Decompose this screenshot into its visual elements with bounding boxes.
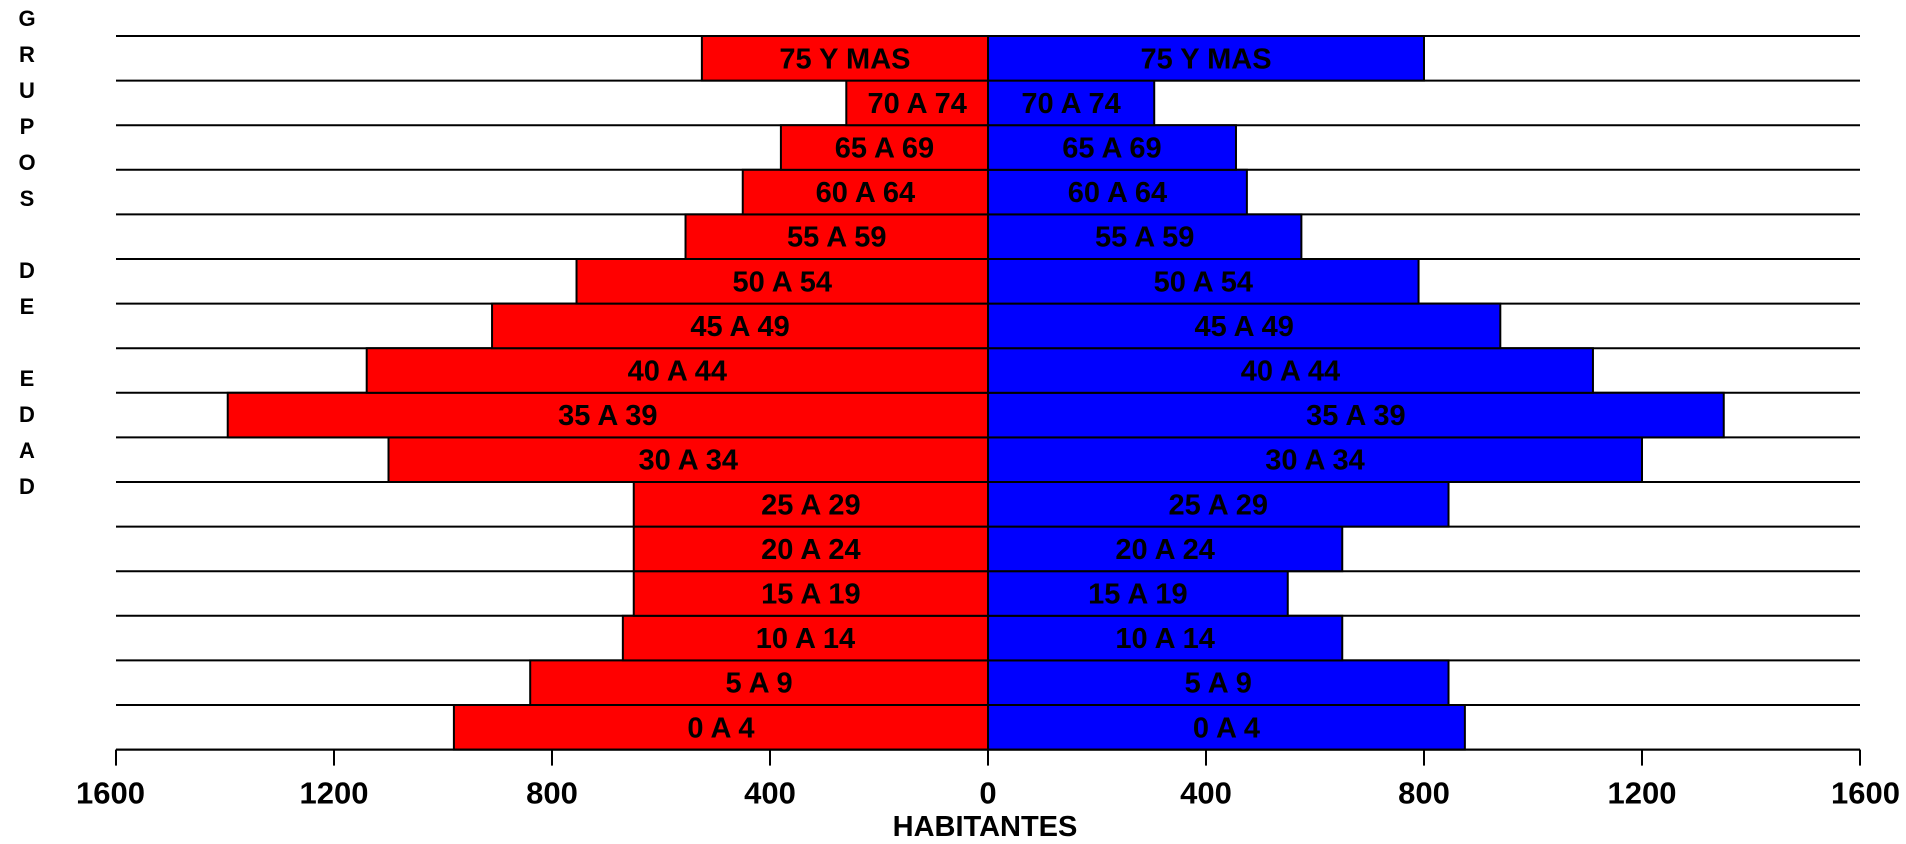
y-axis-title-letter: D	[19, 474, 35, 499]
bar-right	[987, 525, 1344, 573]
bar-label-right: 70 A 74	[1021, 88, 1120, 120]
bar-label-left: 45 A 49	[690, 311, 789, 343]
x-tick-label: 1200	[300, 776, 369, 811]
bar-right	[987, 347, 1594, 394]
bar-left	[491, 302, 989, 350]
bar-left	[741, 168, 989, 216]
y-axis-title-letter: D	[19, 402, 35, 427]
bar-label-right: 25 A 29	[1169, 489, 1268, 521]
bar-label-left: 30 A 34	[639, 445, 738, 477]
bar-label-left: 0 A 4	[687, 712, 754, 744]
bar-label-left: 55 A 59	[787, 222, 886, 254]
bar-label-right: 20 A 24	[1115, 534, 1214, 566]
x-axis: 1600 1200 800 400 0 400 800 1200 1600	[76, 748, 1900, 811]
bar-right	[987, 481, 1450, 528]
bar-label-left: 5 A 9	[726, 668, 793, 700]
bar-left	[365, 347, 989, 394]
bar-left	[226, 391, 990, 439]
bar-label-right: 0 A 4	[1193, 712, 1260, 744]
bar-right	[987, 704, 1466, 751]
bar-right	[987, 659, 1450, 707]
bar-left	[779, 124, 990, 171]
bar-right	[987, 35, 1425, 82]
bars: 0 A 4 0 A 4 5 A 9 5 A 9 10 A 14 10 A 14 15 A 1…	[226, 35, 1725, 751]
bar-right	[987, 570, 1289, 617]
bar-label-left: 15 A 19	[761, 579, 860, 611]
bar-label-right: 35 A 39	[1306, 400, 1405, 432]
y-axis-title-letter: D	[19, 258, 35, 283]
bar-label-right: 45 A 49	[1194, 311, 1293, 343]
y-axis-title-letter: P	[20, 114, 35, 139]
bar-label-left: 75 Y MAS	[779, 43, 910, 75]
bar-left	[452, 704, 989, 751]
bar-label-right: 5 A 9	[1185, 668, 1252, 700]
x-tick-label: 1600	[76, 776, 145, 811]
bar-label-right: 65 A 69	[1062, 133, 1161, 165]
bar-left	[632, 525, 989, 573]
y-axis-title-letter: A	[19, 438, 35, 463]
bar-right	[987, 79, 1156, 127]
bar-label-left: 70 A 74	[867, 88, 966, 120]
bar-label-right: 55 A 59	[1095, 222, 1194, 254]
bar-label-left: 35 A 39	[558, 400, 657, 432]
y-axis-title-letter: O	[18, 150, 35, 175]
y-axis-title-letter: S	[20, 186, 35, 211]
bar-left	[700, 35, 989, 82]
y-axis-title-letter: E	[20, 294, 35, 319]
x-tick-label: 1600	[1831, 776, 1900, 811]
bar-label-right: 75 Y MAS	[1140, 43, 1271, 75]
bar-right	[987, 614, 1344, 662]
x-tick-label: 400	[744, 776, 796, 811]
x-axis-title: HABITANTES	[893, 811, 1078, 843]
bar-label-right: 40 A 44	[1241, 356, 1340, 388]
bar-label-left: 10 A 14	[756, 623, 855, 655]
x-tick-label: 400	[1180, 776, 1232, 811]
y-axis-title-letter: U	[19, 78, 35, 103]
x-tick-label: 1200	[1608, 776, 1677, 811]
bar-label-right: 15 A 19	[1088, 579, 1187, 611]
x-tick-label: 800	[1398, 776, 1450, 811]
bar-right	[987, 213, 1303, 260]
y-axis-title-letter: R	[19, 42, 35, 67]
bar-left	[684, 213, 990, 260]
bar-left	[529, 659, 989, 707]
bar-label-right: 10 A 14	[1115, 623, 1214, 655]
bar-label-right: 50 A 54	[1154, 266, 1253, 298]
y-axis-title-letter: G	[18, 6, 35, 31]
bar-right	[987, 391, 1725, 439]
bar-label-right: 60 A 64	[1068, 177, 1167, 209]
bar-label-left: 50 A 54	[733, 266, 832, 298]
bar-label-left: 65 A 69	[835, 133, 934, 165]
bar-right	[987, 436, 1643, 483]
bar-label-right: 30 A 34	[1265, 445, 1364, 477]
y-axis-title-letter: E	[20, 366, 35, 391]
bar-label-left: 40 A 44	[628, 356, 727, 388]
bar-label-left: 20 A 24	[761, 534, 860, 566]
x-tick-label: 800	[526, 776, 578, 811]
bar-left	[575, 258, 990, 305]
bar-label-left: 25 A 29	[761, 489, 860, 521]
bar-label-left: 60 A 64	[816, 177, 915, 209]
x-tick-label: 0	[979, 776, 996, 811]
